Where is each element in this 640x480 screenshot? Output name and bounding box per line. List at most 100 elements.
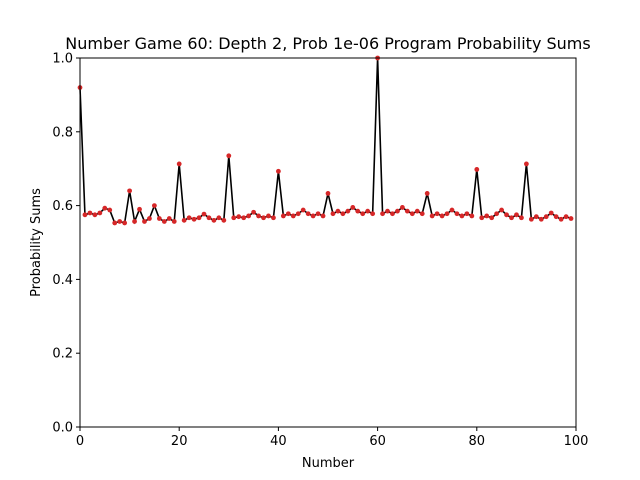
- data-point: [414, 208, 420, 214]
- data-point: [429, 213, 435, 219]
- x-tick-label: 40: [270, 434, 287, 449]
- data-point: [107, 207, 113, 213]
- data-point: [489, 215, 495, 221]
- data-point: [380, 211, 385, 217]
- y-tick-label: 0.8: [52, 125, 73, 140]
- data-point: [310, 213, 316, 219]
- plot-area: [77, 55, 574, 226]
- y-tick-label: 0.2: [52, 347, 73, 362]
- data-point: [533, 214, 539, 220]
- x-axis-label: Number: [302, 456, 355, 471]
- data-point: [102, 205, 108, 211]
- data-point: [191, 216, 197, 222]
- x-tick-label: 60: [369, 434, 386, 449]
- x-axis: 0 20 40 60 80 100: [76, 427, 588, 449]
- data-point: [266, 213, 271, 219]
- data-point: [132, 219, 137, 224]
- data-point: [261, 215, 266, 221]
- data-point: [171, 219, 177, 224]
- data-point: [122, 220, 128, 226]
- data-point: [553, 214, 559, 220]
- data-point: [400, 205, 405, 210]
- data-point: [112, 220, 118, 226]
- data-point: [514, 212, 519, 218]
- data-point: [563, 214, 569, 220]
- data-point: [395, 208, 400, 214]
- data-point: [320, 213, 326, 219]
- data-point: [499, 207, 504, 213]
- data-point: [459, 213, 465, 219]
- data-point: [524, 161, 529, 167]
- data-point: [216, 215, 222, 221]
- data-point: [444, 211, 450, 217]
- data-point: [315, 211, 321, 217]
- data-point: [345, 208, 351, 214]
- data-point: [176, 161, 182, 167]
- y-tick-label: 0.4: [52, 273, 73, 288]
- data-point: [92, 212, 98, 218]
- data-point: [355, 208, 361, 214]
- data-point: [87, 210, 93, 216]
- data-point: [251, 209, 256, 215]
- data-point: [201, 211, 207, 217]
- data-point: [484, 213, 490, 219]
- data-point: [385, 208, 390, 214]
- data-point: [419, 211, 425, 217]
- data-point: [246, 213, 252, 219]
- data-point: [538, 216, 544, 222]
- data-point: [519, 215, 524, 221]
- data-point: [409, 211, 415, 217]
- data-point: [166, 216, 172, 221]
- data-point: [211, 217, 217, 223]
- data-point: [528, 216, 534, 222]
- data-point: [117, 219, 123, 224]
- data-point: [276, 168, 281, 174]
- data-point: [137, 206, 142, 212]
- data-point: [454, 211, 460, 217]
- axes-frame: [79, 57, 577, 428]
- data-point: [196, 215, 202, 221]
- data-point: [82, 212, 88, 218]
- data-point: [231, 215, 237, 221]
- data-point: [449, 207, 455, 213]
- data-point: [464, 211, 470, 217]
- data-point: [236, 214, 242, 220]
- y-tick-label: 0.6: [52, 199, 73, 214]
- data-point: [256, 213, 261, 219]
- x-tick-label: 20: [171, 434, 188, 449]
- data-point: [300, 207, 306, 213]
- data-point: [548, 210, 554, 216]
- data-point: [509, 215, 514, 221]
- data-point: [280, 213, 286, 219]
- x-tick-label: 0: [76, 434, 84, 449]
- data-point: [335, 208, 341, 214]
- data-point: [474, 167, 480, 172]
- data-point: [434, 211, 440, 217]
- data-point: [330, 211, 336, 217]
- data-point: [325, 191, 331, 196]
- data-point: [305, 211, 311, 217]
- y-axis-label: Probability Sums: [29, 188, 44, 297]
- data-point: [241, 215, 247, 221]
- data-point: [504, 212, 509, 218]
- data-point: [439, 213, 445, 219]
- y-tick-label: 1.0: [52, 52, 73, 67]
- data-point: [161, 219, 167, 224]
- data-point: [295, 211, 301, 217]
- data-point: [127, 188, 132, 194]
- data-point: [568, 216, 574, 221]
- data-point: [206, 215, 212, 221]
- data-point: [479, 215, 485, 221]
- data-point: [404, 208, 410, 214]
- data-point: [469, 213, 475, 219]
- data-point: [370, 211, 376, 217]
- data-point: [558, 216, 564, 222]
- data-point: [543, 214, 549, 220]
- data-point: [285, 211, 291, 217]
- data-point: [181, 217, 187, 223]
- data-point: [152, 203, 157, 209]
- y-axis: 0.0 0.2 0.4 0.6 0.8 1.0: [52, 52, 80, 436]
- data-point: [424, 191, 430, 196]
- data-point: [340, 211, 346, 217]
- data-point: [97, 210, 103, 216]
